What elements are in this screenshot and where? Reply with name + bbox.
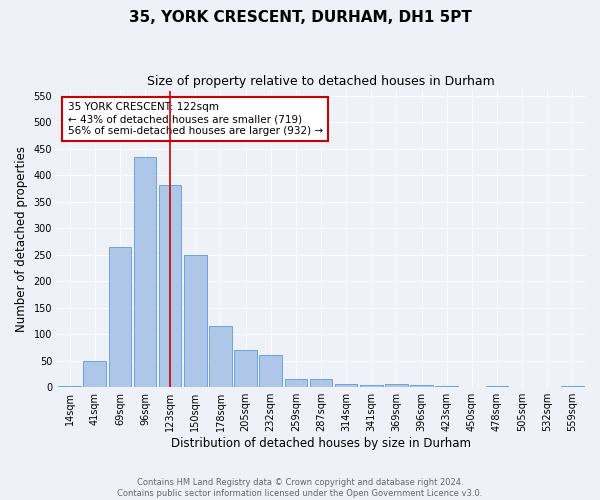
Bar (209, 326, 232, 387)
Bar (184, 255, 206, 387)
Bar (284, 380, 307, 387)
Text: 35 YORK CRESCENT: 122sqm
← 43% of detached houses are smaller (719)
56% of semi-: 35 YORK CRESCENT: 122sqm ← 43% of detach… (68, 102, 323, 136)
X-axis label: Distribution of detached houses by size in Durham: Distribution of detached houses by size … (171, 437, 471, 450)
Bar (385, 384, 408, 387)
Bar (259, 356, 282, 387)
Bar (310, 380, 332, 387)
Bar (485, 386, 508, 387)
Bar (109, 247, 131, 387)
Bar (436, 386, 458, 387)
Bar (58, 386, 81, 387)
Text: Contains HM Land Registry data © Crown copyright and database right 2024.
Contai: Contains HM Land Registry data © Crown c… (118, 478, 482, 498)
Bar (335, 384, 358, 387)
Bar (234, 350, 257, 387)
Title: Size of property relative to detached houses in Durham: Size of property relative to detached ho… (147, 75, 495, 88)
Bar (561, 386, 584, 387)
Bar (410, 384, 433, 387)
Y-axis label: Number of detached properties: Number of detached properties (15, 146, 28, 332)
Bar (134, 157, 157, 387)
Bar (83, 360, 106, 387)
Bar (360, 384, 383, 387)
Text: 35, YORK CRESCENT, DURHAM, DH1 5PT: 35, YORK CRESCENT, DURHAM, DH1 5PT (128, 10, 472, 25)
Bar (159, 185, 181, 387)
